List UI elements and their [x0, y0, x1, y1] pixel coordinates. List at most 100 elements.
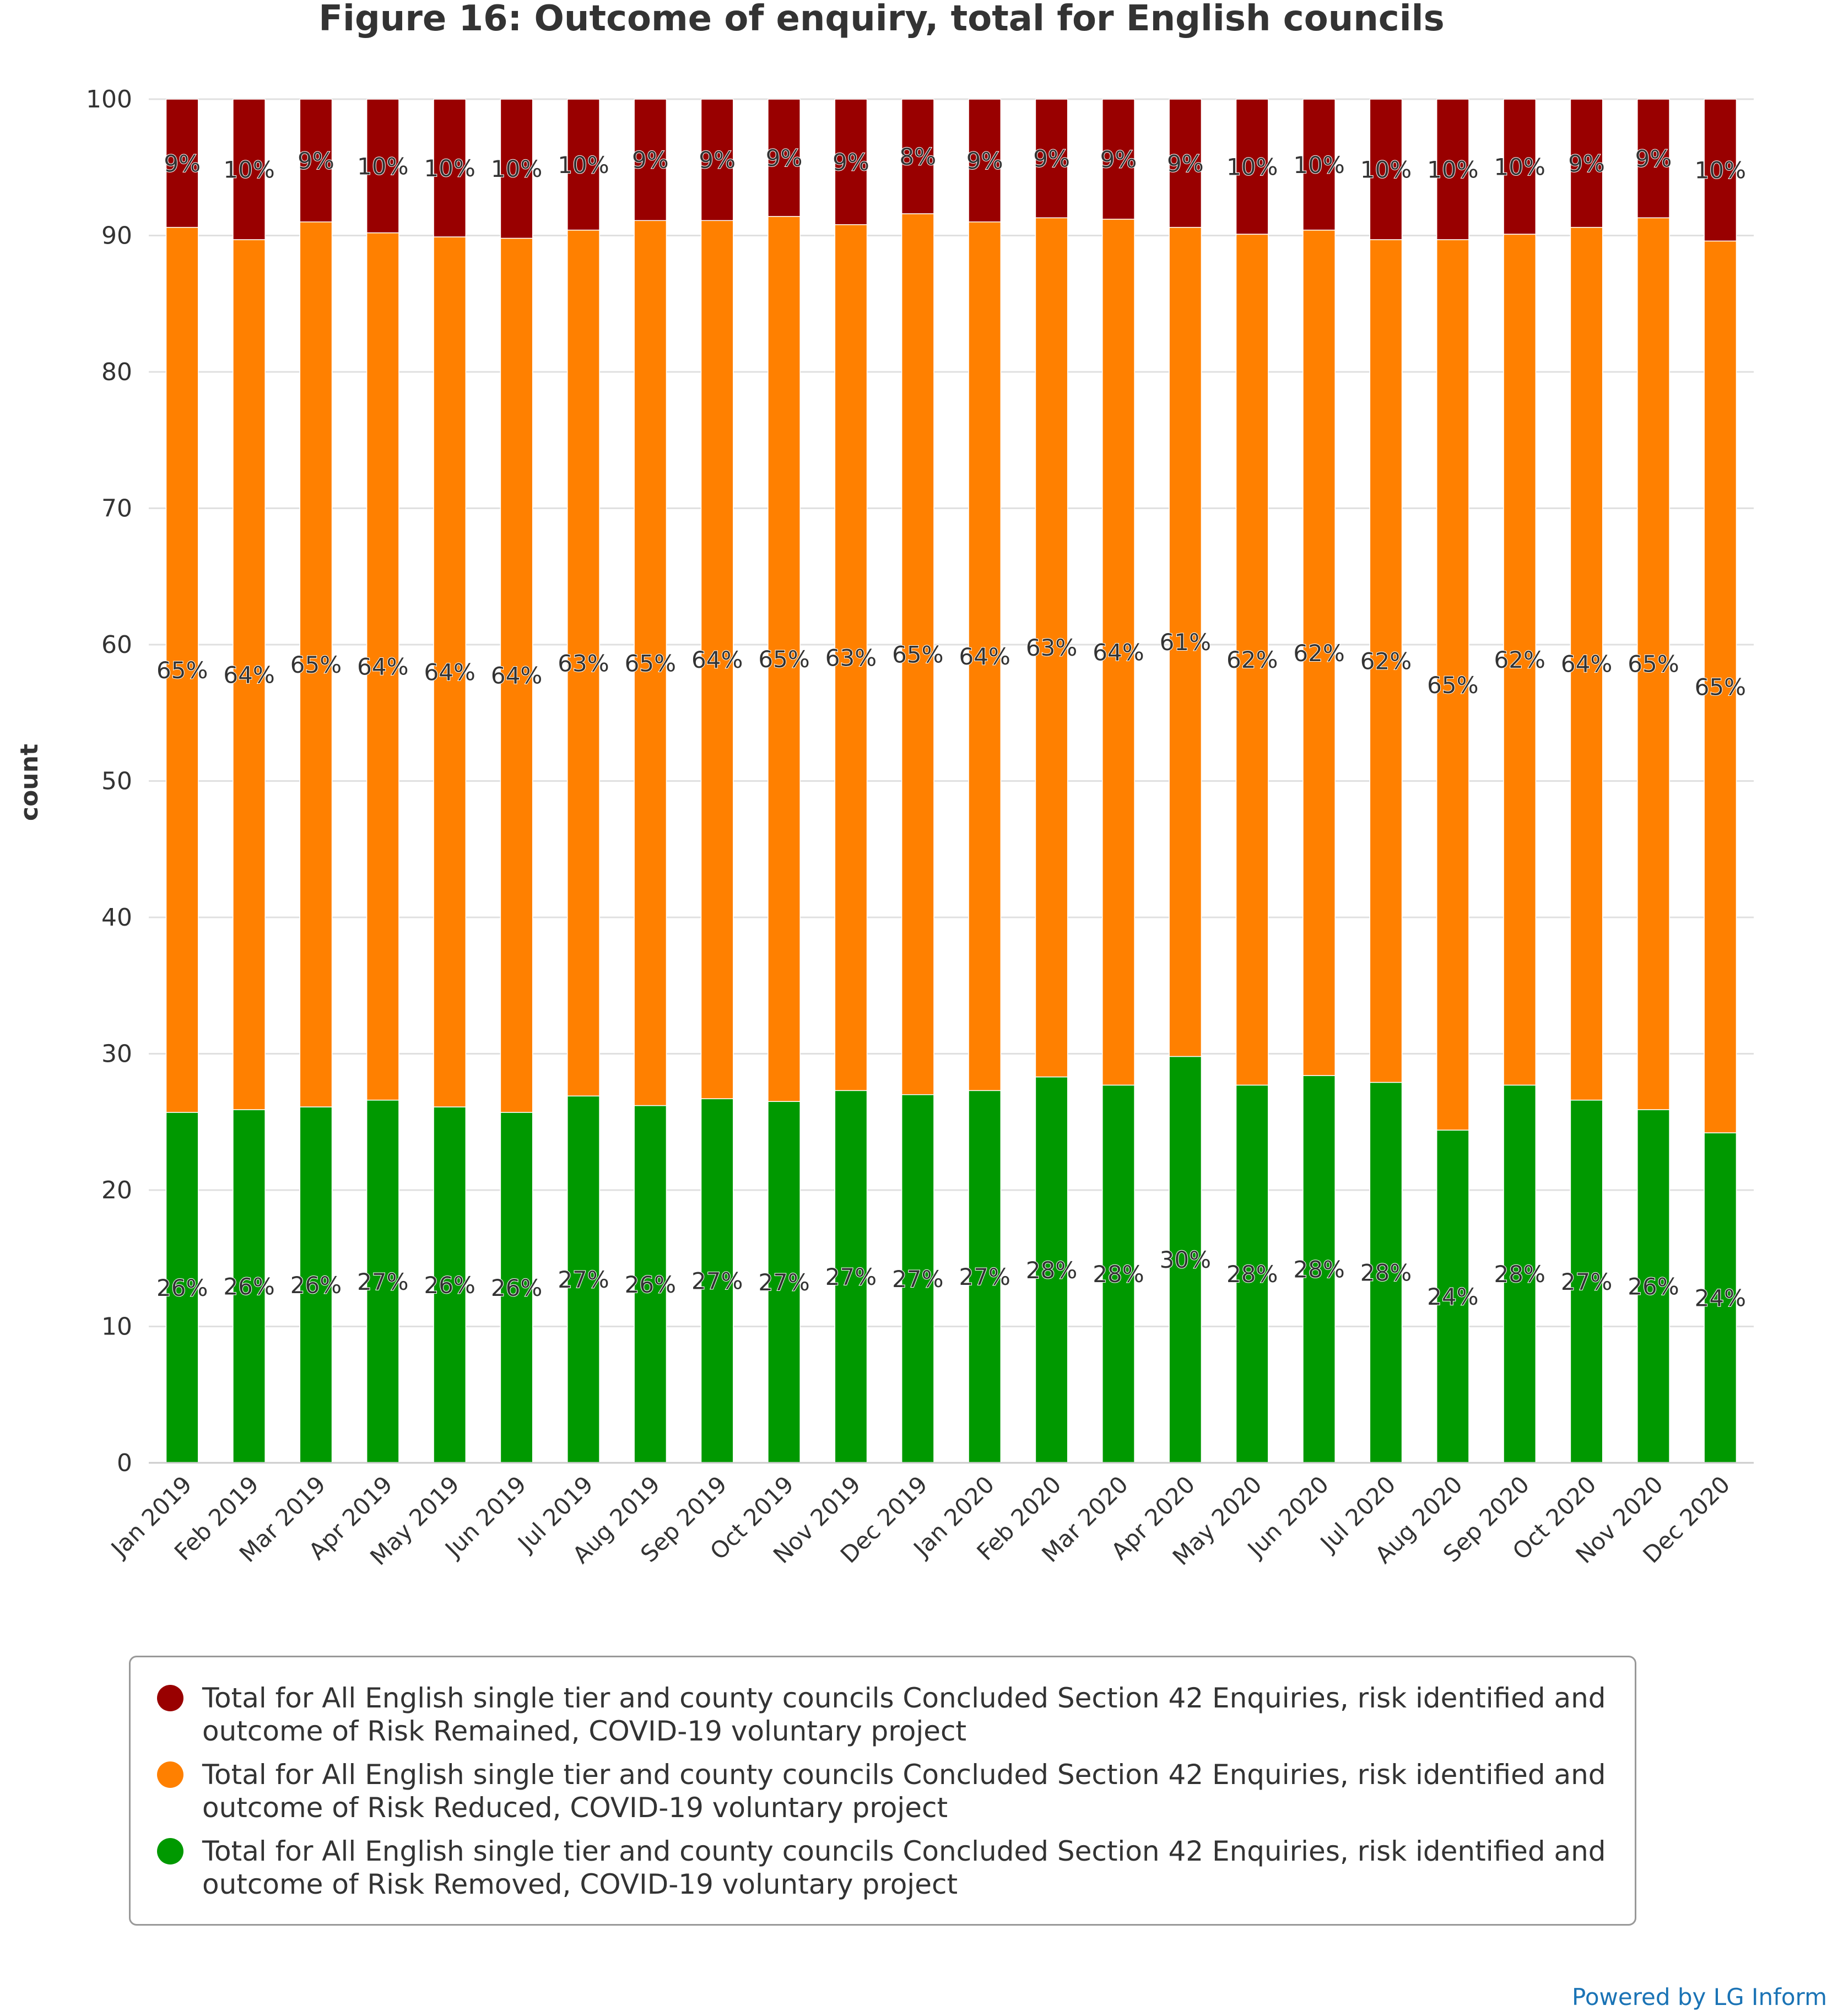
bar-segment-risk-remained[interactable] [366, 99, 399, 234]
bar-segment-risk-removed[interactable] [1102, 1084, 1135, 1463]
legend-item-risk-remained[interactable]: Total for All English single tier and co… [157, 1682, 1617, 1748]
bar-segment-risk-remained[interactable] [1302, 99, 1336, 231]
bar-segment-risk-reduced[interactable] [299, 221, 333, 1107]
data-label: 9% [164, 150, 201, 177]
data-label: 64% [959, 643, 1010, 670]
bar-segment-risk-reduced[interactable] [1035, 217, 1068, 1078]
data-label: 64% [424, 659, 475, 686]
data-label: 62% [1293, 640, 1344, 667]
bar-segment-risk-reduced[interactable] [233, 239, 266, 1110]
bar-segment-risk-reduced[interactable] [834, 224, 868, 1091]
data-label: 65% [1695, 674, 1746, 701]
bar-segment-risk-remained[interactable] [968, 99, 1002, 223]
bar-segment-risk-removed[interactable] [1704, 1132, 1737, 1463]
bar-segment-risk-removed[interactable] [1035, 1076, 1068, 1463]
bar-segment-risk-remained[interactable] [299, 99, 333, 223]
bar-segment-risk-remained[interactable] [1570, 99, 1603, 228]
bar-segment-risk-remained[interactable] [233, 99, 266, 240]
bar-segment-risk-removed[interactable] [1436, 1129, 1469, 1463]
bar-segment-risk-remained[interactable] [165, 99, 199, 228]
bar-segment-risk-remained[interactable] [901, 99, 934, 214]
data-label: 65% [1427, 672, 1478, 699]
bar-segment-risk-reduced[interactable] [968, 221, 1002, 1091]
bar-segment-risk-removed[interactable] [567, 1095, 600, 1463]
legend-item-risk-reduced[interactable]: Total for All English single tier and co… [157, 1758, 1617, 1824]
bar-segment-risk-remained[interactable] [700, 99, 734, 221]
bar-segment-risk-reduced[interactable] [767, 216, 801, 1102]
data-label: 26% [424, 1272, 475, 1299]
bar-segment-risk-removed[interactable] [1369, 1082, 1403, 1463]
legend-dot-risk-remained [157, 1685, 183, 1711]
legend-item-risk-removed[interactable]: Total for All English single tier and co… [157, 1835, 1617, 1901]
bar-segment-risk-reduced[interactable] [1436, 239, 1469, 1131]
bar-segment-risk-removed[interactable] [433, 1106, 467, 1463]
bar-segment-risk-removed[interactable] [1637, 1109, 1670, 1463]
data-label: 64% [491, 662, 542, 689]
data-label: 9% [298, 147, 334, 174]
data-label: 24% [1427, 1283, 1478, 1310]
bar-segment-risk-remained[interactable] [1369, 99, 1403, 240]
data-label: 27% [558, 1266, 609, 1293]
data-label: 9% [1568, 150, 1605, 177]
data-label: 64% [357, 653, 408, 680]
bar-segment-risk-remained[interactable] [767, 99, 801, 217]
bar-segment-risk-reduced[interactable] [1302, 229, 1336, 1076]
data-label: 10% [357, 153, 408, 180]
bar-segment-risk-reduced[interactable] [366, 232, 399, 1101]
bar-segment-risk-removed[interactable] [1169, 1056, 1202, 1463]
bar-segment-risk-removed[interactable] [634, 1105, 667, 1463]
data-label: 10% [424, 155, 475, 182]
bar-segment-risk-remained[interactable] [1503, 99, 1537, 235]
bar-segment-risk-removed[interactable] [767, 1101, 801, 1463]
bar-segment-risk-removed[interactable] [500, 1112, 533, 1463]
data-label: 10% [1427, 156, 1478, 183]
bar-segment-risk-remained[interactable] [1035, 99, 1068, 219]
bar-segment-risk-removed[interactable] [1503, 1084, 1537, 1463]
bar-segment-risk-remained[interactable] [567, 99, 600, 231]
chart-title: Figure 16: Outcome of enquiry, total for… [318, 0, 1444, 39]
bar-segment-risk-remained[interactable] [1169, 99, 1202, 228]
data-label: 10% [1494, 154, 1545, 181]
bar-segment-risk-remained[interactable] [433, 99, 467, 237]
data-label: 9% [1100, 146, 1137, 173]
bar-segment-risk-remained[interactable] [500, 99, 533, 239]
data-label: 26% [156, 1274, 208, 1301]
bar-segment-risk-remained[interactable] [1704, 99, 1737, 242]
legend-label: Total for All English single tier and co… [202, 1682, 1606, 1747]
bar-segment-risk-remained[interactable] [634, 99, 667, 221]
bar-segment-risk-removed[interactable] [834, 1090, 868, 1463]
data-label: 10% [558, 152, 609, 179]
bar-segment-risk-removed[interactable] [1302, 1075, 1336, 1463]
bar-segment-risk-remained[interactable] [834, 99, 868, 225]
bar-segment-risk-remained[interactable] [1235, 99, 1269, 235]
y-tick-label: 50 [101, 768, 132, 796]
data-label: 9% [833, 149, 869, 176]
bar-segment-risk-reduced[interactable] [1102, 219, 1135, 1086]
bar-segment-risk-reduced[interactable] [1503, 234, 1537, 1086]
bar-segment-risk-reduced[interactable] [165, 226, 199, 1113]
data-label: 26% [1628, 1273, 1679, 1300]
bar-segment-risk-removed[interactable] [165, 1112, 199, 1463]
y-tick-label: 70 [101, 495, 132, 523]
bar-segment-risk-removed[interactable] [1235, 1084, 1269, 1463]
data-label: 9% [1167, 150, 1204, 177]
bar-segment-risk-remained[interactable] [1436, 99, 1469, 240]
bar-segment-risk-remained[interactable] [1102, 99, 1135, 220]
bar-segment-risk-reduced[interactable] [1637, 217, 1670, 1110]
bar-segment-risk-removed[interactable] [233, 1109, 266, 1463]
y-tick-label: 60 [101, 631, 132, 659]
bar-segment-risk-reduced[interactable] [1570, 226, 1603, 1101]
legend-label: Total for All English single tier and co… [202, 1759, 1606, 1824]
bar-segment-risk-reduced[interactable] [567, 229, 600, 1096]
legend: Total for All English single tier and co… [129, 1656, 1636, 1926]
bar-segment-risk-removed[interactable] [366, 1099, 399, 1463]
data-label: 27% [758, 1269, 809, 1296]
powered-by-link[interactable]: Powered by LG Inform [1571, 1983, 1827, 2010]
data-label: 65% [290, 651, 342, 678]
bar-segment-risk-reduced[interactable] [901, 213, 934, 1095]
bar-segment-risk-removed[interactable] [1570, 1099, 1603, 1463]
bar-segment-risk-reduced[interactable] [634, 220, 667, 1106]
data-label: 65% [156, 657, 208, 684]
bar-segment-risk-remained[interactable] [1637, 99, 1670, 219]
data-label: 62% [1494, 646, 1545, 673]
